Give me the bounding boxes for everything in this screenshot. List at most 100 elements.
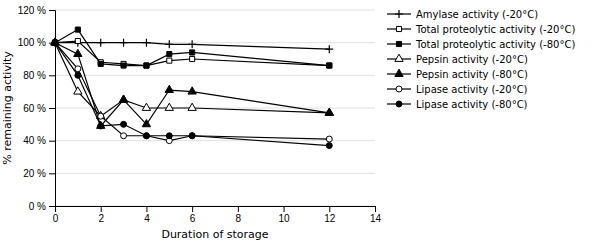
point xyxy=(167,52,172,57)
legend-label: Lipase activity (-80°C) xyxy=(416,99,528,110)
legend-item: Total proteolytic activity (-80°C) xyxy=(387,39,575,50)
tick: 14 xyxy=(370,206,382,224)
series-line xyxy=(55,43,329,126)
point xyxy=(97,111,105,118)
x-axis: 0 2 4 6 8 10 12 14 xyxy=(53,206,382,224)
point xyxy=(143,133,149,139)
tick-label: 8 xyxy=(236,213,242,224)
point xyxy=(326,136,332,142)
chart: 024681012140 %20 %40 %60 %80 %100 %120 %… xyxy=(0,0,600,244)
series xyxy=(52,27,331,68)
y-axis-title: % remaining activity xyxy=(1,51,14,165)
legend-marker xyxy=(396,41,401,46)
point xyxy=(75,72,81,78)
tick-label: 2 xyxy=(98,213,104,224)
tick-mark xyxy=(192,206,193,212)
point xyxy=(144,63,149,68)
tick-label: 120 % xyxy=(18,5,46,16)
tick: 40 % xyxy=(23,135,55,146)
legend-marker xyxy=(396,86,402,92)
legend-item: Pepsin activity (-20°C) xyxy=(387,54,528,65)
point xyxy=(142,103,150,110)
point xyxy=(165,103,173,110)
legend-label: Total proteolytic activity (-80°C) xyxy=(415,39,575,50)
point xyxy=(51,38,59,45)
legend-item: Total proteolytic activity (-20°C) xyxy=(387,24,575,35)
tick: 80 % xyxy=(23,70,55,81)
legend-item: Amylase activity (-20°C) xyxy=(387,9,538,20)
series-line xyxy=(55,30,329,66)
point xyxy=(325,108,333,115)
legend-marker xyxy=(395,10,403,18)
tick-label: 100 % xyxy=(18,37,46,48)
tick-label: 0 % xyxy=(29,201,46,212)
tick-label: 20 % xyxy=(23,168,46,179)
tick-mark xyxy=(238,206,239,212)
point xyxy=(74,39,82,47)
point xyxy=(74,87,82,94)
legend-marker xyxy=(396,26,401,31)
tick: 10 xyxy=(279,206,291,224)
point xyxy=(52,40,58,46)
point xyxy=(119,95,127,102)
point xyxy=(98,113,104,119)
tick-label: 0 xyxy=(53,213,59,224)
tick-mark xyxy=(49,10,55,11)
tick: 8 xyxy=(236,206,242,224)
tick: 100 % xyxy=(18,37,55,48)
tick-mark xyxy=(49,75,55,76)
point xyxy=(190,50,195,55)
tick: 120 % xyxy=(18,5,55,16)
legend-label: Total proteolytic activity (-20°C) xyxy=(415,24,575,35)
point xyxy=(327,63,332,68)
tick: 6 xyxy=(190,206,196,224)
point xyxy=(121,63,126,68)
legend-item: Lipase activity (-20°C) xyxy=(387,84,528,95)
point xyxy=(75,66,81,72)
point xyxy=(119,95,127,102)
point xyxy=(188,40,196,48)
x-axis-title: Duration of storage xyxy=(161,228,268,241)
point xyxy=(52,40,57,45)
legend-label: Pepsin activity (-20°C) xyxy=(416,54,528,65)
tick-label: 40 % xyxy=(23,135,46,146)
legend-item: Pepsin activity (-80°C) xyxy=(387,69,528,80)
point xyxy=(190,56,195,61)
point xyxy=(97,121,105,128)
tick: 4 xyxy=(144,206,150,224)
legend: Amylase activity (-20°C) Total proteolyti… xyxy=(387,9,575,110)
tick-mark xyxy=(49,206,55,207)
series xyxy=(52,40,332,149)
point xyxy=(142,39,150,47)
point xyxy=(327,63,332,68)
point xyxy=(325,45,333,53)
legend-item: Lipase activity (-80°C) xyxy=(387,99,528,110)
point xyxy=(165,40,173,48)
point xyxy=(166,133,172,139)
series xyxy=(51,38,334,129)
tick-label: 80 % xyxy=(23,70,46,81)
point xyxy=(97,39,105,47)
point xyxy=(121,121,127,127)
marks xyxy=(51,27,334,149)
point xyxy=(142,120,150,127)
tick-label: 6 xyxy=(190,213,196,224)
point xyxy=(325,108,333,115)
tick: 20 % xyxy=(23,168,55,179)
tick-label: 12 xyxy=(324,213,336,224)
legend-marker xyxy=(395,54,403,61)
point xyxy=(189,133,195,139)
tick-mark xyxy=(375,206,376,212)
tick-label: 14 xyxy=(370,213,382,224)
axis-line xyxy=(56,207,376,213)
point xyxy=(120,39,128,47)
point xyxy=(75,27,80,32)
tick-mark xyxy=(146,206,147,212)
point xyxy=(326,143,332,149)
point xyxy=(189,133,195,139)
tick: 2 xyxy=(98,206,104,224)
series xyxy=(52,40,332,144)
tick: 12 xyxy=(324,206,336,224)
tick: 0 % xyxy=(29,201,55,212)
point xyxy=(98,61,103,66)
